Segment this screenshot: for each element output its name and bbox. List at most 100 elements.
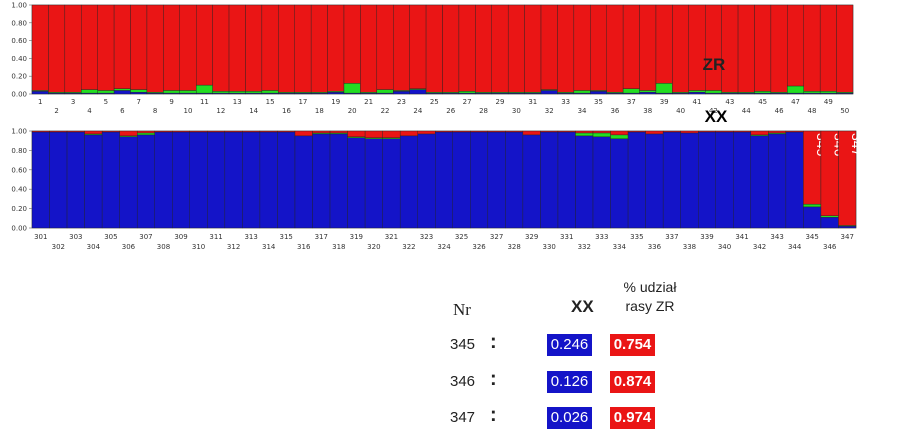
bar-43-zr — [721, 4, 739, 93]
bar-310-zr — [189, 130, 208, 133]
bar-339-zr — [698, 130, 716, 133]
bar-41-xx — [688, 92, 706, 95]
tick-label-39: 39 — [660, 98, 669, 106]
table-header-zr-line2: rasy ZR — [625, 298, 675, 314]
tick-label-326: 326 — [472, 243, 486, 251]
tick-label-41: 41 — [693, 98, 702, 106]
bar-7-zr — [130, 4, 148, 90]
y-tick-label-0.00: 0.00 — [11, 225, 27, 233]
bar-46-zr — [770, 4, 788, 93]
bar-318-zr — [329, 130, 348, 134]
tick-label-15: 15 — [266, 98, 275, 106]
tick-label-4: 4 — [87, 107, 92, 115]
bar-41-other — [688, 90, 706, 93]
tick-label-315: 315 — [280, 233, 293, 241]
tick-label-334: 334 — [613, 243, 627, 251]
tick-label-13: 13 — [233, 98, 242, 106]
tick-label-312: 312 — [227, 243, 240, 251]
bar-27-zr — [458, 4, 476, 92]
bar-334-other — [610, 134, 629, 139]
bar-307-xx — [136, 134, 155, 229]
bar-21-zr — [360, 4, 378, 93]
bar-4-other — [81, 89, 98, 94]
bar-321-xx — [382, 138, 401, 229]
y-tick-label-0.80: 0.80 — [11, 147, 27, 155]
tick-label-345: 345 — [805, 233, 818, 241]
bar-39-zr — [655, 4, 673, 84]
bar-19-zr — [327, 4, 345, 92]
chart-label-xx: XX — [705, 107, 728, 126]
tick-label-48: 48 — [807, 107, 816, 115]
bar-11-other — [195, 84, 213, 94]
bar-1-xx — [31, 91, 49, 95]
bar-302-zr — [49, 130, 68, 133]
tick-label-27: 27 — [463, 98, 472, 106]
bar-324-xx — [435, 131, 453, 229]
tick-label-342: 342 — [753, 243, 766, 251]
tick-label-340: 340 — [718, 243, 731, 251]
bar-9-other — [163, 90, 180, 94]
bar-18-zr — [310, 4, 328, 93]
tick-label-28: 28 — [479, 107, 488, 115]
bar-318-xx — [329, 133, 348, 229]
bar-28-zr — [475, 4, 492, 93]
y-tick-label-1.00: 1.00 — [11, 2, 27, 10]
bar-344-xx — [785, 131, 804, 229]
row-345-xx-value: 0.246 — [547, 334, 592, 356]
bar-320-xx — [364, 138, 383, 229]
bar-312-xx — [224, 131, 243, 229]
bar-340-xx — [715, 131, 734, 229]
tick-label-302: 302 — [52, 243, 65, 251]
bar-42-zr — [705, 4, 722, 91]
bar-38-other — [639, 90, 657, 93]
row-346-nr: 346 — [450, 373, 476, 390]
bar-316-xx — [294, 135, 313, 229]
bar-36-zr — [606, 4, 624, 93]
bar-5-zr — [97, 4, 115, 91]
bar-338-zr — [680, 130, 699, 134]
bar-2-zr — [48, 4, 66, 93]
tick-label-22: 22 — [381, 107, 390, 115]
bar-7-xx — [130, 92, 148, 95]
bar-342-xx — [750, 135, 769, 229]
bar-315-xx — [277, 131, 296, 229]
y-tick-label-0.40: 0.40 — [11, 186, 27, 194]
row-347-xx-value: 0.026 — [547, 407, 592, 429]
tick-label-20: 20 — [348, 107, 357, 115]
bar-303-xx — [66, 131, 85, 229]
tick-label-327: 327 — [490, 233, 503, 241]
bar-330-xx — [540, 131, 559, 229]
tick-label-1: 1 — [38, 98, 42, 106]
tick-label-50: 50 — [840, 107, 849, 115]
bar-325-zr — [452, 130, 471, 133]
tick-label-6: 6 — [120, 107, 125, 115]
table-header-zr-line1: % udział — [623, 279, 677, 295]
bar-34-zr — [573, 4, 591, 91]
tick-label-14: 14 — [249, 107, 258, 115]
bar-311-xx — [207, 131, 226, 229]
bar-322-zr — [399, 130, 418, 137]
bar-309-xx — [172, 131, 190, 229]
tick-label-331: 331 — [560, 233, 573, 241]
bar-347-xx — [838, 226, 857, 229]
bar-304-xx — [84, 134, 103, 229]
bar-14-other — [245, 91, 263, 94]
tick-label-339: 339 — [700, 233, 713, 241]
tick-label-42: 42 — [709, 107, 718, 115]
bar-23-zr — [393, 4, 410, 91]
tick-label-46: 46 — [775, 107, 784, 115]
tick-label-329: 329 — [525, 233, 538, 241]
bar-331-xx — [557, 131, 576, 229]
bar-307-other — [136, 132, 155, 136]
table-header-nr: Nr — [453, 300, 471, 319]
bar-label-347: 347 — [849, 133, 865, 157]
bar-347-zr — [838, 130, 857, 226]
bar-333-other — [592, 132, 611, 138]
bar-33-zr — [557, 4, 575, 93]
bar-335-zr — [627, 130, 646, 133]
bar-19-xx — [327, 92, 345, 95]
bar-40-zr — [672, 4, 690, 93]
tick-label-31: 31 — [528, 98, 537, 106]
tick-label-301: 301 — [34, 233, 47, 241]
bar-341-zr — [733, 130, 752, 133]
